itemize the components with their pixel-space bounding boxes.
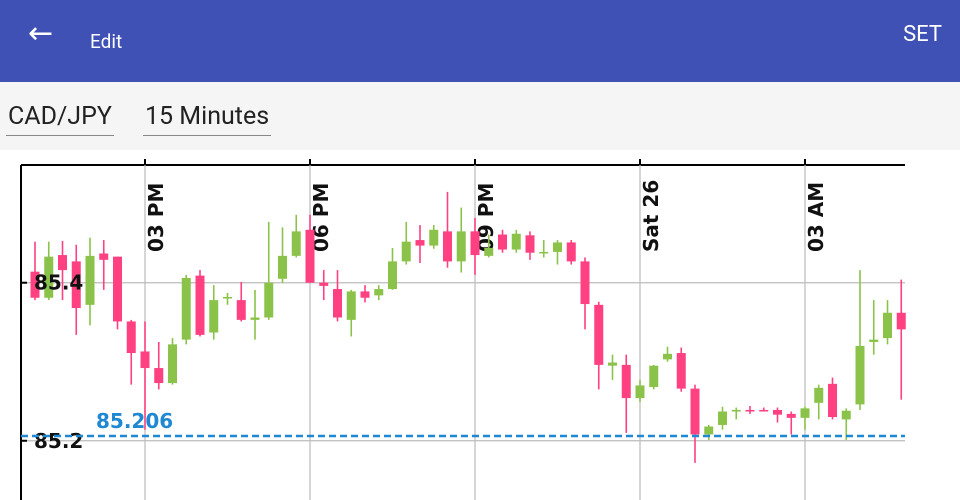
candle-body (236, 300, 246, 320)
interval-select[interactable]: 15 Minutes (143, 102, 272, 136)
candle-body (786, 413, 796, 418)
candle-body (539, 251, 549, 254)
candle-body (58, 255, 67, 271)
candle-body (896, 312, 906, 330)
symbol-select[interactable]: CAD/JPY (6, 102, 114, 136)
back-button[interactable]: ← (28, 16, 54, 51)
app-bar: ← Edit SET (0, 0, 960, 82)
candle-body (401, 241, 411, 262)
candle-body (566, 242, 576, 262)
candle-body (841, 410, 851, 420)
candle-body (704, 426, 714, 435)
candle-body (553, 242, 562, 252)
controls: CAD/JPY 15 Minutes (0, 82, 960, 150)
candle-body (99, 253, 109, 260)
candle-body (511, 233, 521, 250)
candle-body (209, 300, 219, 333)
candle-body (608, 362, 617, 366)
candle-body (346, 291, 356, 320)
candle-body (168, 344, 177, 384)
candle-body (855, 345, 865, 405)
candle-body (30, 271, 40, 298)
candle-body (278, 255, 287, 279)
candle-body (883, 312, 892, 339)
candle-body (814, 387, 824, 403)
candle-body (498, 234, 507, 250)
candle-body (800, 408, 810, 418)
set-button[interactable]: SET (903, 22, 942, 47)
candle-body (154, 368, 164, 384)
x-tick-label: 03 AM (804, 182, 828, 252)
x-tick-label: Sat 26 (639, 180, 663, 252)
candle-body (649, 365, 659, 388)
candle-body (525, 235, 535, 253)
candle-body (360, 291, 370, 298)
candle-body (718, 411, 727, 425)
candle-body (828, 383, 837, 418)
candle-body (621, 364, 631, 399)
candle-body (195, 275, 205, 335)
candle-body (333, 289, 342, 318)
candle-body (181, 277, 191, 340)
candle-body (663, 353, 672, 360)
candle-body (635, 385, 645, 399)
candle-body (223, 296, 232, 299)
candle-body (291, 231, 301, 256)
candle-body (415, 240, 425, 246)
candle-body (443, 231, 452, 262)
x-tick-label: 03 PM (144, 183, 168, 252)
candle-body (676, 353, 686, 389)
alert-label: 85.206 (96, 409, 173, 433)
candle-body (126, 321, 136, 354)
candle-body (594, 304, 604, 365)
candle-body (319, 282, 329, 286)
candle-body (690, 388, 700, 435)
candle-body (388, 261, 397, 290)
screen-title: Edit (90, 30, 123, 53)
candle-body (113, 256, 122, 322)
y-tick-label: 85.4 (34, 271, 83, 295)
candle-body (869, 339, 879, 342)
candle-body (773, 409, 782, 415)
candle-body (140, 351, 150, 369)
candle-body (44, 256, 54, 298)
candle-body (85, 255, 95, 305)
candle-body (305, 229, 315, 283)
candle-body (759, 409, 769, 412)
candle-body (264, 282, 274, 318)
candle-body (580, 261, 590, 305)
candle-body (484, 247, 494, 256)
candle-body (731, 409, 741, 412)
candle-body (71, 261, 81, 309)
candle-body (470, 231, 480, 256)
candle-body (429, 229, 439, 246)
y-tick-label: 85.2 (34, 429, 83, 453)
candle-body (456, 231, 466, 262)
candle-body (374, 289, 384, 296)
candle-body (250, 317, 260, 320)
candle-body (745, 409, 755, 412)
